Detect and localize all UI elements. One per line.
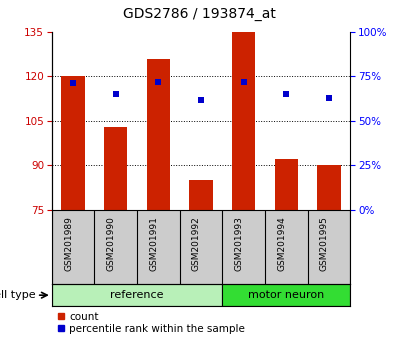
Bar xyxy=(222,284,350,306)
Text: GDS2786 / 193874_at: GDS2786 / 193874_at xyxy=(123,7,275,21)
Bar xyxy=(275,159,298,210)
Point xyxy=(113,91,119,97)
Text: motor neuron: motor neuron xyxy=(248,290,324,300)
Bar xyxy=(61,76,85,210)
Text: GSM201995: GSM201995 xyxy=(320,216,329,271)
Bar xyxy=(189,180,213,210)
Text: GSM201993: GSM201993 xyxy=(235,216,244,271)
Point xyxy=(283,91,289,97)
Text: GSM201994: GSM201994 xyxy=(277,216,286,270)
Point xyxy=(70,81,76,86)
Bar xyxy=(146,58,170,210)
Legend: count, percentile rank within the sample: count, percentile rank within the sample xyxy=(57,312,245,334)
Bar xyxy=(104,127,127,210)
Text: reference: reference xyxy=(110,290,164,300)
Text: GSM201992: GSM201992 xyxy=(192,216,201,270)
Text: GSM201990: GSM201990 xyxy=(107,216,116,271)
Point xyxy=(240,79,247,85)
Point xyxy=(326,95,332,101)
Bar xyxy=(232,29,256,210)
Point xyxy=(198,97,204,102)
Text: cell type: cell type xyxy=(0,290,35,300)
Bar xyxy=(52,284,222,306)
Text: GSM201989: GSM201989 xyxy=(64,216,73,271)
Point xyxy=(155,79,162,85)
Bar xyxy=(317,165,341,210)
Text: GSM201991: GSM201991 xyxy=(149,216,158,271)
